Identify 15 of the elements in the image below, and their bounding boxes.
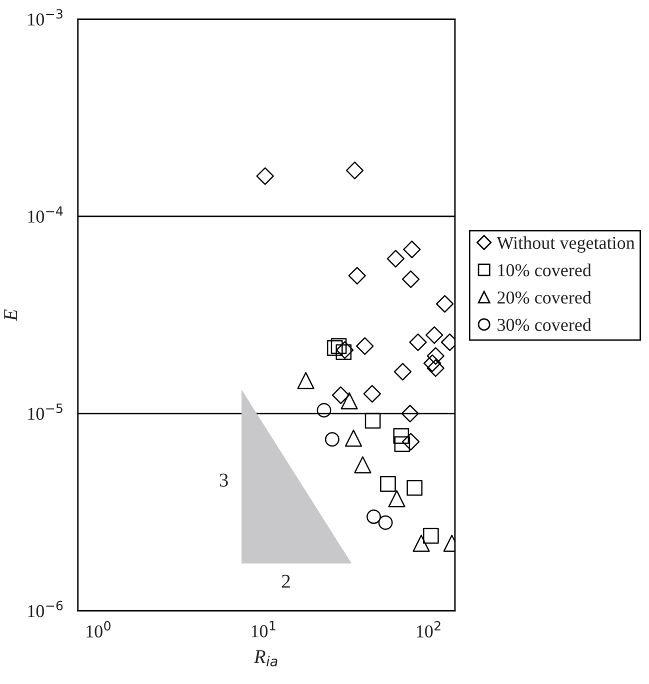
x-tick-label: 10$^{2}$	[416, 621, 440, 638]
annotation: 3	[220, 474, 228, 487]
annotation: 2	[282, 574, 290, 588]
x-tick-label: 10$^{1}$	[252, 621, 276, 638]
y-tick-label: 10$^{−5}$	[28, 404, 62, 420]
y-tick-label: 10$^{−3}$	[28, 9, 62, 26]
x-tick-label: 10$^{0}$	[86, 621, 110, 638]
y-tick-label: 10$^{−6}$	[28, 600, 63, 618]
legend-label: 10% covered	[498, 264, 592, 276]
legend-label: 20% covered	[498, 290, 592, 304]
legend-label: 30% covered	[498, 318, 592, 332]
legend-label: Without vegetation	[496, 236, 635, 253]
y-tick-label: 10$^{−4}$	[28, 206, 63, 223]
x-axis-title: R$_{ia}$	[254, 650, 278, 666]
y-axis-title: E	[4, 309, 17, 322]
